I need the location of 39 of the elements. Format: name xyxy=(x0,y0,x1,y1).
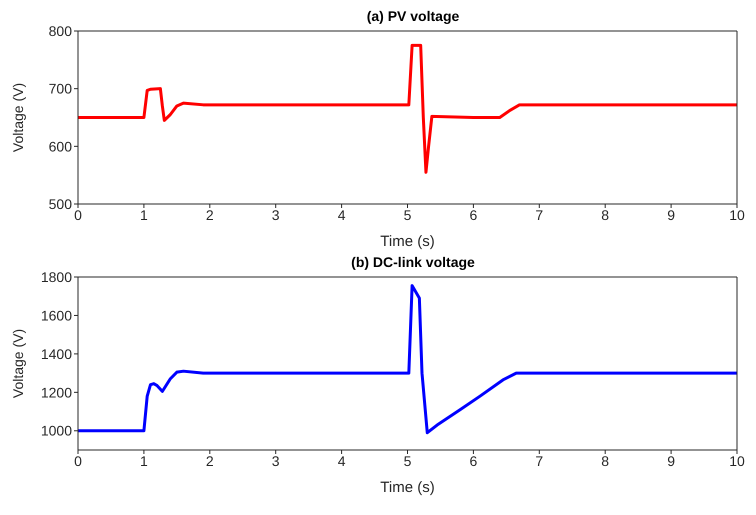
y-axis-title: Voltage (V) xyxy=(10,328,26,398)
x-tick-label: 9 xyxy=(667,452,676,469)
x-tick-label: 1 xyxy=(140,206,148,223)
x-tick-label: 10 xyxy=(729,452,745,469)
y-tick-label: 800 xyxy=(48,22,72,39)
y-tick-label: 1200 xyxy=(40,384,72,400)
y-tick-label: 1600 xyxy=(40,307,72,324)
y-tick-label: 500 xyxy=(48,196,72,212)
x-tick-label: 2 xyxy=(206,452,214,469)
x-axis-title: Time (s) xyxy=(380,479,435,496)
x-tick-label: 0 xyxy=(74,452,82,469)
x-axis-title: Time (s) xyxy=(380,233,435,250)
x-tick-label: 7 xyxy=(535,452,544,469)
x-tick-label: 8 xyxy=(601,452,610,469)
x-tick-label: 4 xyxy=(338,206,346,223)
x-tick-label: 5 xyxy=(404,452,412,469)
x-tick-label: 10 xyxy=(729,206,745,223)
x-tick-label: 3 xyxy=(272,452,280,469)
x-tick-label: 1 xyxy=(140,452,148,469)
y-tick-label: 1800 xyxy=(40,268,72,285)
chart-title: (a) PV voltage xyxy=(366,8,460,24)
chart-title: (b) DC-link voltage xyxy=(351,254,475,270)
y-tick-label: 1400 xyxy=(40,346,72,362)
x-tick-label: 3 xyxy=(272,206,280,223)
line-series xyxy=(78,284,737,434)
x-tick-label: 4 xyxy=(338,452,346,469)
x-tick-label: 6 xyxy=(470,452,478,469)
x-tick-label: 7 xyxy=(535,206,544,223)
x-tick-label: 0 xyxy=(74,206,82,223)
y-tick-label: 700 xyxy=(48,80,72,97)
x-tick-label: 5 xyxy=(404,206,412,223)
x-tick-label: 6 xyxy=(470,206,478,223)
y-tick-label: 1000 xyxy=(40,422,72,439)
y-axis-title: Voltage (V) xyxy=(10,82,26,152)
x-tick-label: 2 xyxy=(206,206,214,223)
line-series xyxy=(78,44,737,174)
x-tick-label: 9 xyxy=(667,206,676,223)
y-tick-label: 600 xyxy=(48,138,72,154)
x-tick-label: 8 xyxy=(601,206,610,223)
